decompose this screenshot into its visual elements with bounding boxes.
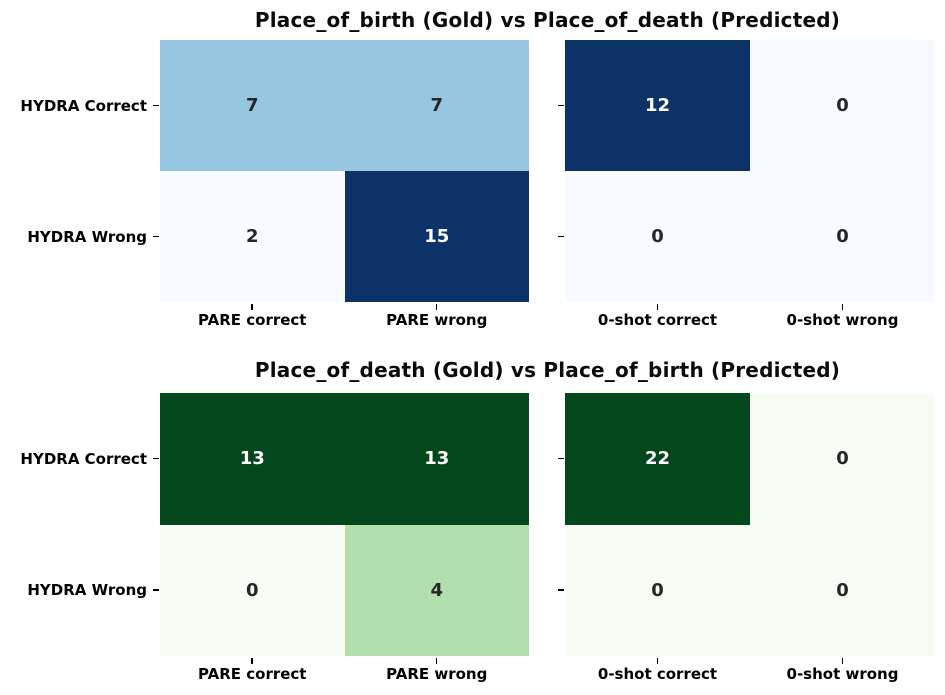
y-axis-tick [153,104,159,106]
x-axis-labels: 0-shot correct 0-shot wrong [565,665,935,683]
x-tick-label-0shot-correct: 0-shot correct [597,665,718,683]
x-tick-label-pare-wrong: PARE wrong [386,311,488,329]
x-axis-tick [251,304,253,310]
x-axis-tick [251,658,253,664]
heatmap-cell: 0 [565,171,750,302]
heatmap-cell: 0 [565,524,750,656]
heatmap-cell: 7 [344,40,529,171]
heatmap-cell: 0 [750,171,935,302]
y-tick-label-hydra-wrong: HYDRA Wrong [27,227,147,246]
x-axis-tick [841,304,843,310]
y-axis-tick [153,235,159,237]
y-axis-tick [153,589,159,591]
y-tick-label-hydra-correct: HYDRA Correct [20,449,147,468]
x-axis-labels: PARE correct PARE wrong [160,311,529,329]
heatmap-cell: 4 [344,524,529,656]
heatmap-panel-death-pare: 13 13 0 4 PARE correct PARE wrong [153,393,529,683]
y-axis-tick [153,457,159,460]
x-axis-tick [656,304,658,310]
x-tick-label-pare-wrong: PARE wrong [386,665,488,683]
x-tick-label-pare-correct: PARE correct [198,665,307,683]
x-axis-tick [435,304,438,310]
heatmap-cell: 2 [160,171,345,302]
y-axis-tick [558,457,564,460]
heatmap-panel-death-0shot: 22 0 0 0 0-shot correct 0-shot wrong [558,393,935,683]
figure1-title: Place_of_birth (Gold) vs Place_of_death … [254,8,841,32]
heatmap-cell: 0 [160,524,345,656]
y-axis-tick [558,589,564,591]
heatmap-cell: 0 [750,40,935,171]
x-axis-tick [435,658,438,664]
heatmap-cell: 13 [160,393,345,525]
heatmap-cell: 22 [565,393,750,525]
x-axis-labels: PARE correct PARE wrong [160,665,529,683]
x-tick-label-pare-correct: PARE correct [198,311,307,329]
y-axis-tick [558,104,564,106]
heatmap-cell: 12 [565,40,750,171]
y-axis-tick [558,235,564,237]
heatmap-panel-birth-pare: 7 7 2 15 PARE correct PARE wrong [153,40,529,329]
heatmap-cell: 7 [160,40,345,171]
heatmap-cell: 0 [750,393,935,525]
x-tick-label-0shot-correct: 0-shot correct [597,311,718,329]
y-tick-label-hydra-wrong: HYDRA Wrong [27,580,147,599]
heatmap-panel-birth-0shot: 12 0 0 0 0-shot correct 0-shot wrong [558,40,935,329]
x-axis-labels: 0-shot correct 0-shot wrong [565,311,935,329]
heatmap-cell: 0 [750,524,935,656]
x-tick-label-0shot-wrong: 0-shot wrong [786,665,899,683]
heatmap-cell: 13 [344,393,529,525]
figure2-title: Place_of_death (Gold) vs Place_of_birth … [254,358,841,382]
heatmap-cell: 15 [344,171,529,302]
x-axis-tick [841,658,843,664]
x-tick-label-0shot-wrong: 0-shot wrong [786,311,899,329]
y-tick-label-hydra-correct: HYDRA Correct [20,96,147,115]
x-axis-tick [656,658,658,664]
